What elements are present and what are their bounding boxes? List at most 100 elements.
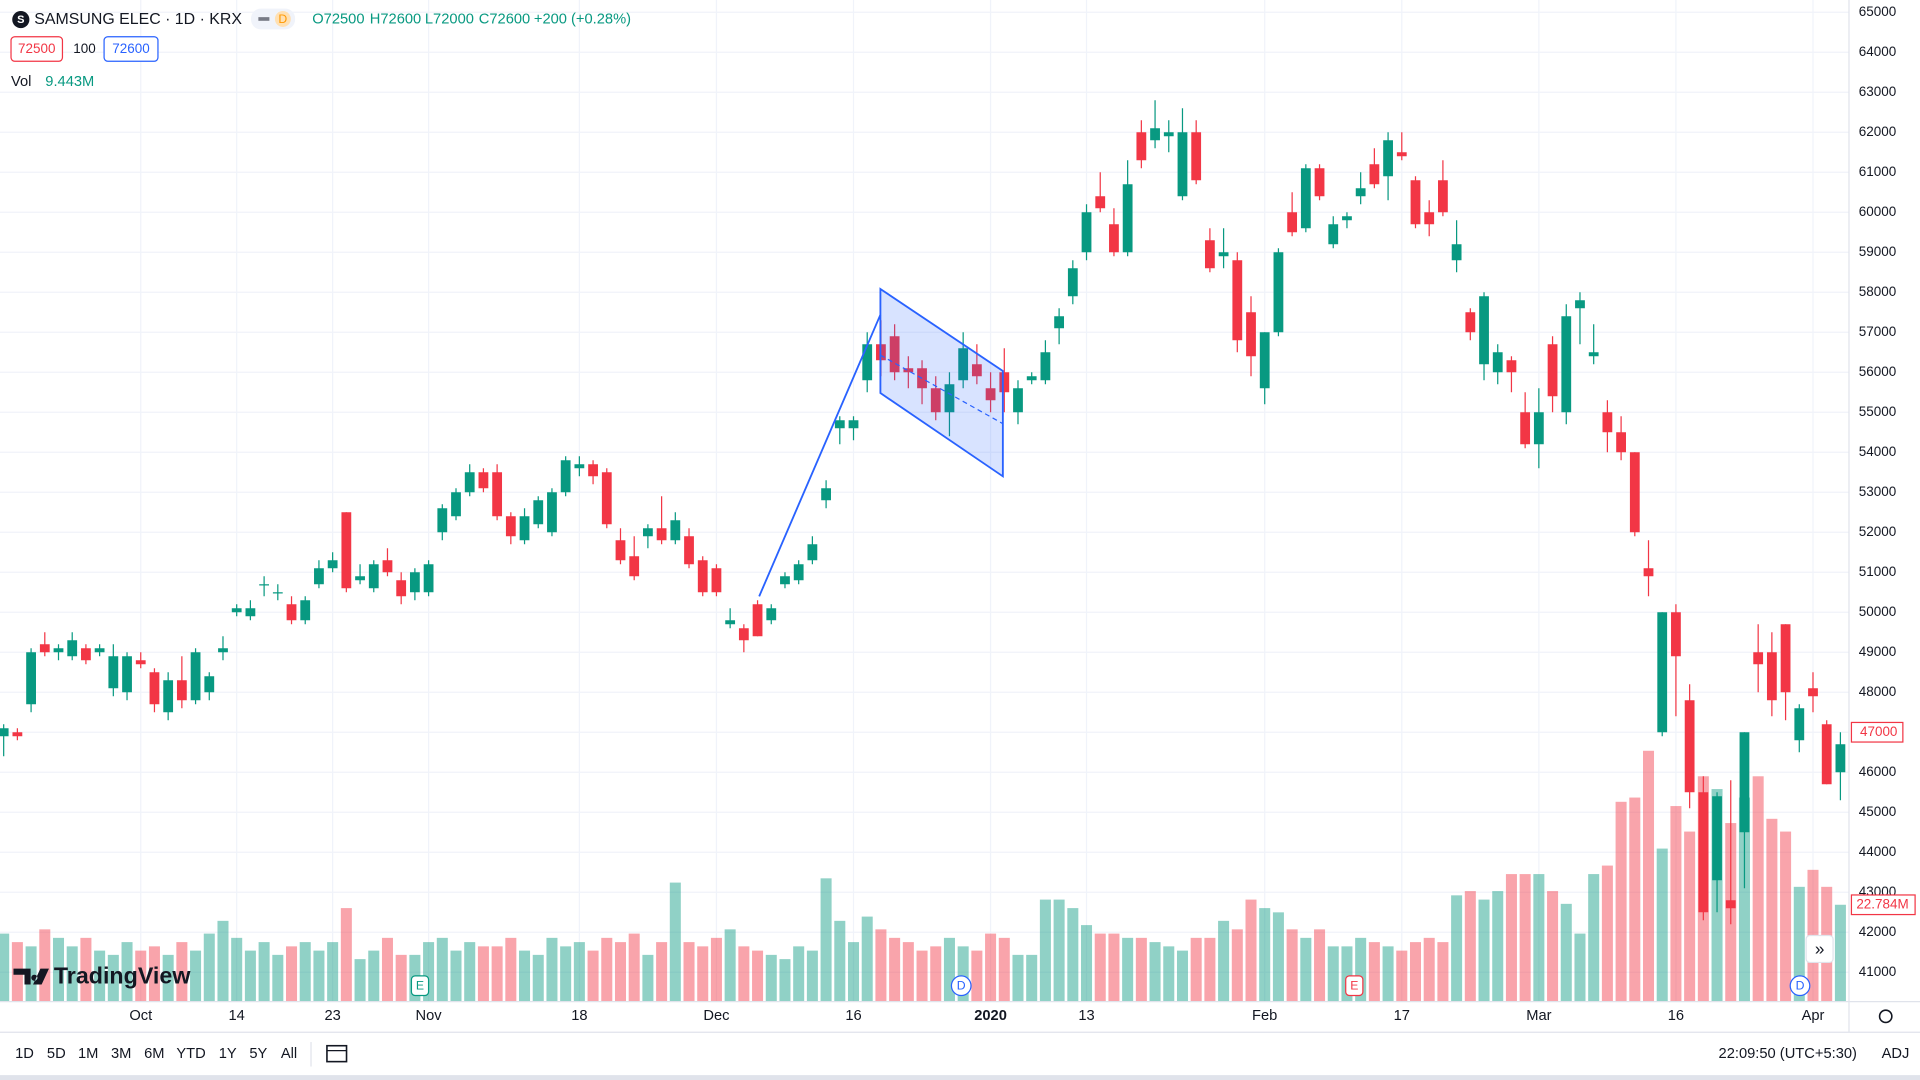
candle-body bbox=[1355, 188, 1366, 197]
ohlc-value: H72600 bbox=[370, 11, 421, 27]
volume-bar bbox=[1231, 929, 1243, 1002]
candle-body bbox=[1122, 184, 1133, 253]
ohlc-value: O72500 bbox=[312, 11, 364, 27]
candle-body bbox=[519, 516, 530, 541]
range-button[interactable]: 6M bbox=[144, 1046, 164, 1062]
volume-bar bbox=[1122, 937, 1134, 1002]
event-marker[interactable] bbox=[410, 975, 430, 997]
y-tick-label: 48000 bbox=[1859, 684, 1896, 699]
x-tick-label: 16 bbox=[845, 1008, 861, 1024]
adj-button[interactable]: ADJ bbox=[1882, 1046, 1910, 1062]
candle-body bbox=[629, 556, 640, 577]
tradingview-logo[interactable]: TradingView bbox=[13, 962, 191, 988]
volume-bar bbox=[1368, 942, 1380, 1002]
candle-body bbox=[176, 680, 187, 701]
x-tick-label: Mar bbox=[1526, 1008, 1551, 1024]
range-button[interactable]: All bbox=[281, 1046, 297, 1062]
candle-body bbox=[725, 620, 736, 625]
candle-body bbox=[711, 568, 722, 593]
candle-body bbox=[780, 576, 790, 585]
volume-bar bbox=[327, 942, 339, 1002]
volume-bar bbox=[1519, 874, 1531, 1002]
candle-body bbox=[190, 652, 201, 701]
candle-body bbox=[560, 460, 571, 493]
event-marker[interactable] bbox=[1345, 975, 1364, 997]
candle-body bbox=[793, 564, 804, 581]
x-tick-label: 14 bbox=[229, 1008, 245, 1024]
x-tick-label: Oct bbox=[129, 1008, 152, 1024]
volume-bar bbox=[601, 937, 613, 1002]
symbol-title[interactable]: SAMSUNG ELEC · 1D · KRX bbox=[34, 11, 242, 28]
event-label: E bbox=[1350, 979, 1358, 993]
event-label: D bbox=[1796, 979, 1805, 993]
volume-bar bbox=[573, 942, 585, 1002]
clock: 22:09:50 (UTC+5:30) bbox=[1719, 1046, 1857, 1062]
volume-bar bbox=[368, 950, 380, 1002]
y-tick-label: 57000 bbox=[1859, 324, 1896, 339]
volume-bar bbox=[1451, 895, 1463, 1002]
range-button[interactable]: 1D bbox=[15, 1046, 34, 1062]
volume-bar bbox=[1081, 925, 1093, 1002]
candle-body bbox=[862, 344, 873, 381]
volume-bar bbox=[971, 950, 983, 1002]
candle-body bbox=[204, 676, 215, 693]
badge: D bbox=[278, 12, 287, 26]
volume-bar bbox=[738, 946, 750, 1002]
volume-bar bbox=[190, 950, 202, 1002]
range-button[interactable]: 1M bbox=[78, 1046, 98, 1062]
candle-body bbox=[53, 648, 64, 653]
candle-body bbox=[1438, 180, 1448, 213]
volume-bar bbox=[916, 950, 928, 1002]
volume-bar bbox=[1382, 946, 1394, 1002]
candle-body bbox=[1575, 300, 1585, 309]
volume-tag-label: 22.784M bbox=[1856, 896, 1908, 911]
volume-bar bbox=[1793, 886, 1805, 1002]
volume-bar bbox=[1149, 942, 1161, 1002]
candle-body bbox=[1040, 352, 1051, 381]
quote-tag-box[interactable] bbox=[10, 36, 64, 62]
y-tick-label: 55000 bbox=[1859, 404, 1896, 419]
candle-body bbox=[327, 560, 338, 569]
candle-body bbox=[588, 464, 598, 477]
settings-icon[interactable] bbox=[1878, 1009, 1893, 1024]
candle-body bbox=[67, 640, 78, 657]
quote-tag: 100 bbox=[73, 41, 95, 56]
range-button[interactable]: 3M bbox=[111, 1046, 131, 1062]
event-marker[interactable] bbox=[950, 975, 972, 997]
candle-body bbox=[1328, 224, 1339, 245]
status-dash bbox=[258, 17, 270, 21]
range-button[interactable]: YTD bbox=[176, 1046, 205, 1062]
symbol-logo-letter: S bbox=[17, 14, 24, 26]
volume-bar bbox=[519, 950, 531, 1002]
scroll-right-button[interactable] bbox=[1805, 934, 1834, 964]
quote-tag-box[interactable] bbox=[103, 36, 159, 62]
volume-bar bbox=[806, 950, 818, 1002]
event-marker[interactable] bbox=[1789, 975, 1811, 997]
candle-body bbox=[643, 528, 653, 537]
calendar-icon[interactable] bbox=[326, 1044, 348, 1063]
candle-body bbox=[985, 388, 996, 401]
candle-body bbox=[1684, 700, 1695, 793]
volume-bar bbox=[820, 878, 832, 1002]
candle-body bbox=[368, 564, 379, 589]
volume-bar bbox=[80, 937, 92, 1002]
range-button[interactable]: 5D bbox=[47, 1046, 66, 1062]
candle-body bbox=[409, 572, 420, 593]
volume-bar bbox=[1574, 933, 1586, 1002]
volume-bar bbox=[1766, 818, 1778, 1002]
y-tick-label: 64000 bbox=[1859, 44, 1896, 59]
volume-bar bbox=[258, 942, 270, 1002]
candle-body bbox=[272, 592, 283, 594]
volume-bar bbox=[1067, 908, 1079, 1002]
range-button[interactable]: 1Y bbox=[219, 1046, 237, 1062]
volume-bar bbox=[834, 920, 846, 1002]
volume-tag bbox=[1850, 894, 1916, 916]
volume-bar bbox=[1409, 942, 1422, 1002]
candle-body bbox=[971, 364, 982, 377]
candle-body bbox=[300, 600, 311, 621]
range-button[interactable]: 5Y bbox=[249, 1046, 267, 1062]
drawing bbox=[758, 287, 1004, 597]
volume-bar bbox=[1780, 831, 1792, 1002]
candle-body bbox=[81, 648, 91, 661]
candle-body bbox=[1547, 344, 1558, 397]
